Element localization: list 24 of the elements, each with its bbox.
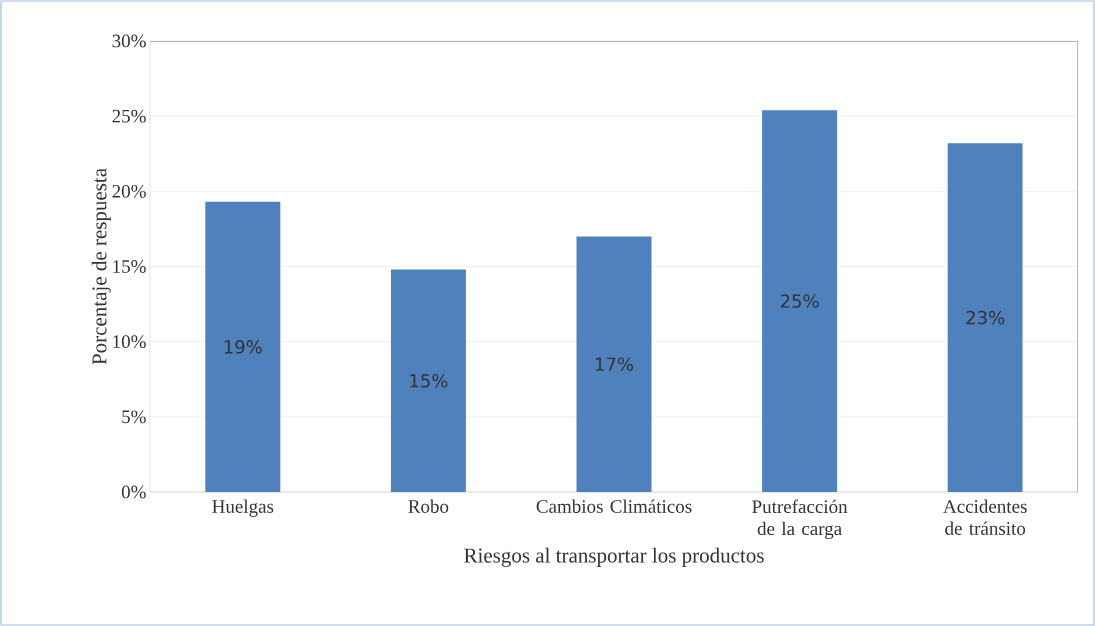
x-axis-title: Riesgos al transportar los productos <box>464 547 764 567</box>
y-tick-label: 20% <box>112 184 146 198</box>
y-tick-label: 30% <box>112 34 146 48</box>
y-tick-label: 15% <box>113 260 146 273</box>
y-tick-label: 5% <box>122 410 146 424</box>
bar <box>762 110 838 492</box>
y-tick-label: 25% <box>112 109 146 123</box>
x-tick-label: Putrefacción de la carga <box>752 499 848 539</box>
bar <box>205 201 281 492</box>
data-label: 25% <box>780 294 819 308</box>
data-label: 23% <box>966 310 1005 325</box>
x-tick-label: Accidentes de tránsito <box>943 499 1027 535</box>
x-tick-label: Huelgas <box>212 499 274 517</box>
x-tick-label: Cambios Climáticos <box>536 499 692 513</box>
data-label: 17% <box>595 357 633 372</box>
bar <box>947 143 1023 492</box>
data-label: 19% <box>224 340 262 354</box>
data-label: 15% <box>410 373 448 388</box>
x-tick-label: Robo <box>408 499 449 513</box>
bar <box>390 269 466 492</box>
y-tick-label: 0% <box>121 485 146 499</box>
bar <box>576 236 652 492</box>
y-tick-label: 10% <box>113 335 146 349</box>
y-axis-title: Porcentaje de respuesta <box>91 168 111 365</box>
